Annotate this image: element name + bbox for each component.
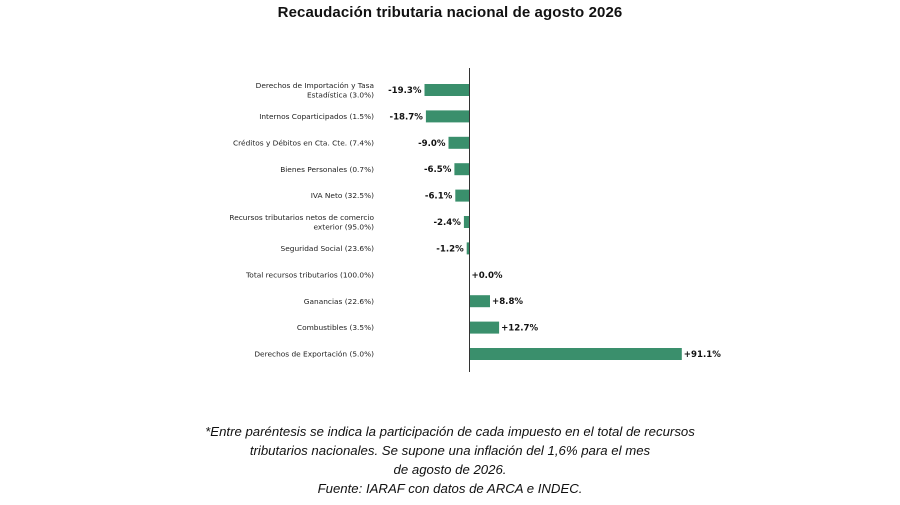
value-label: +91.1% [684,350,721,360]
value-label: +8.8% [492,297,523,307]
bar [455,189,470,202]
value-label: -6.5% [424,165,452,175]
value-label: -18.7% [390,112,424,122]
footnote-line: tributarios nacionales. Se supone una in… [249,443,651,458]
category-labels-group: Derechos de Importación y Tasa Estadístic… [229,81,374,359]
category-label: IVA Neto (32.5%) [311,191,374,200]
category-label: Recursos tributarios netos de comercio ex… [229,213,374,232]
footnote-line: de agosto de 2026. [393,462,507,477]
bar [469,321,500,334]
bar [425,110,470,123]
bar [469,295,490,308]
bar [463,216,470,228]
category-label: Seguridad Social (23.6%) [281,244,375,253]
category-label: Total recursos tributarios (100.0%) [245,270,374,279]
category-label: Combustibles (3.5%) [297,323,374,332]
bar [448,136,470,149]
footnote: *Entre paréntesis se indica la participa… [0,422,900,498]
category-label: Derechos de Exportación (5.0%) [254,350,374,359]
value-label: +12.7% [501,324,538,334]
bar [454,163,470,176]
footnote-source: Fuente: IARAF con datos de ARCA e INDEC. [317,481,583,496]
category-label: Ganancias (22.6%) [304,297,374,306]
value-label: -19.3% [388,86,422,96]
footnote-line: *Entre paréntesis se indica la participa… [205,424,695,439]
category-label: Derechos de Importación y Tasa Estadístic… [256,81,374,100]
bar-chart: Derechos de Importación y Tasa Estadístic… [229,68,721,372]
value-label: +0.0% [472,271,503,281]
value-label: -2.4% [433,218,461,228]
category-label: Internos Coparticipados (1.5%) [259,112,374,121]
value-label: -6.1% [425,192,453,202]
value-label: -9.0% [418,139,446,149]
bars-group [424,84,682,360]
bar [469,348,682,360]
category-label: Bienes Personales (0.7%) [280,165,374,174]
bar [466,242,470,255]
bar [424,84,470,96]
value-labels-group: -19.3% -18.7% -9.0% -6.5% -6.1% -2.4% -1.2% +0.… [388,86,721,360]
chart-title: Recaudación tributaria nacional de agost… [277,4,623,21]
category-label: Créditos y Débitos en Cta. Cte. (7.4%) [233,138,374,147]
value-label: -1.2% [436,244,464,254]
